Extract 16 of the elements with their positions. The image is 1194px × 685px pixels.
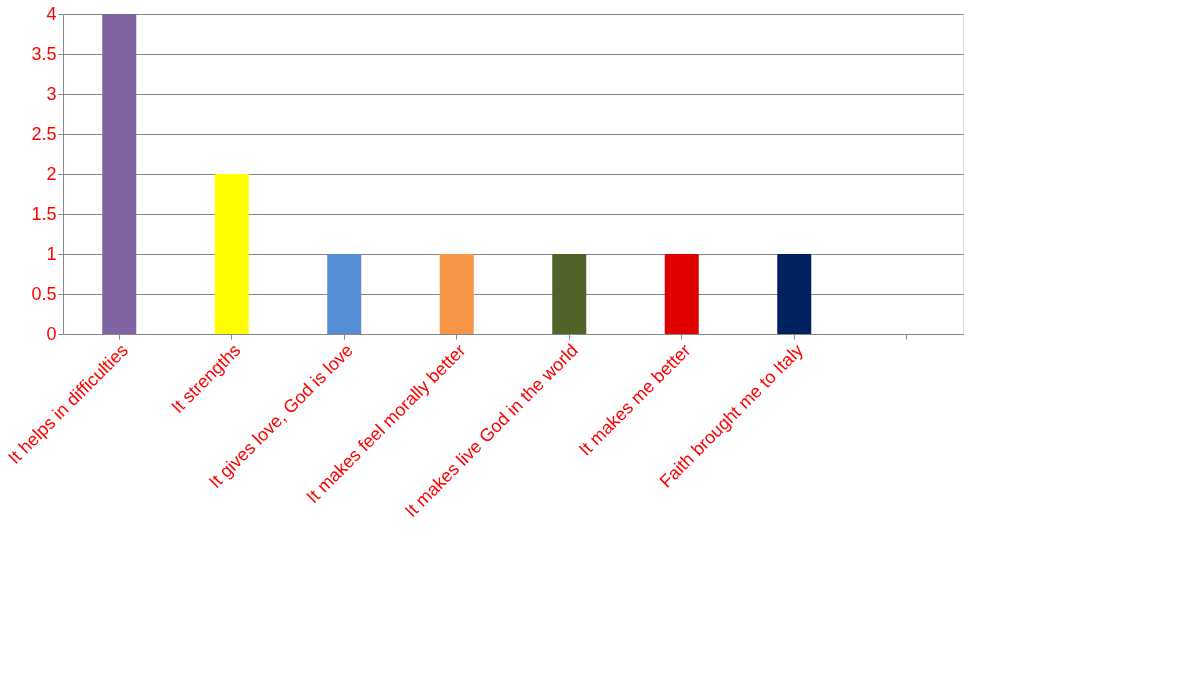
bar xyxy=(552,254,587,334)
bar xyxy=(664,254,699,334)
bar xyxy=(439,254,474,334)
y-tick-label: 3.5 xyxy=(31,43,57,64)
y-tick-label: 0 xyxy=(46,323,57,344)
y-tick-label: 1.5 xyxy=(31,203,57,224)
bar xyxy=(214,174,249,334)
bar xyxy=(327,254,362,334)
y-tick-label: 2.5 xyxy=(31,123,57,144)
y-tick-label: 0.5 xyxy=(31,283,57,304)
bar xyxy=(777,254,812,334)
y-tick-label: 3 xyxy=(46,83,57,104)
y-tick-label: 4 xyxy=(46,3,57,24)
y-tick-label: 1 xyxy=(46,243,57,264)
bar xyxy=(102,14,137,334)
y-tick-label: 2 xyxy=(46,163,57,184)
